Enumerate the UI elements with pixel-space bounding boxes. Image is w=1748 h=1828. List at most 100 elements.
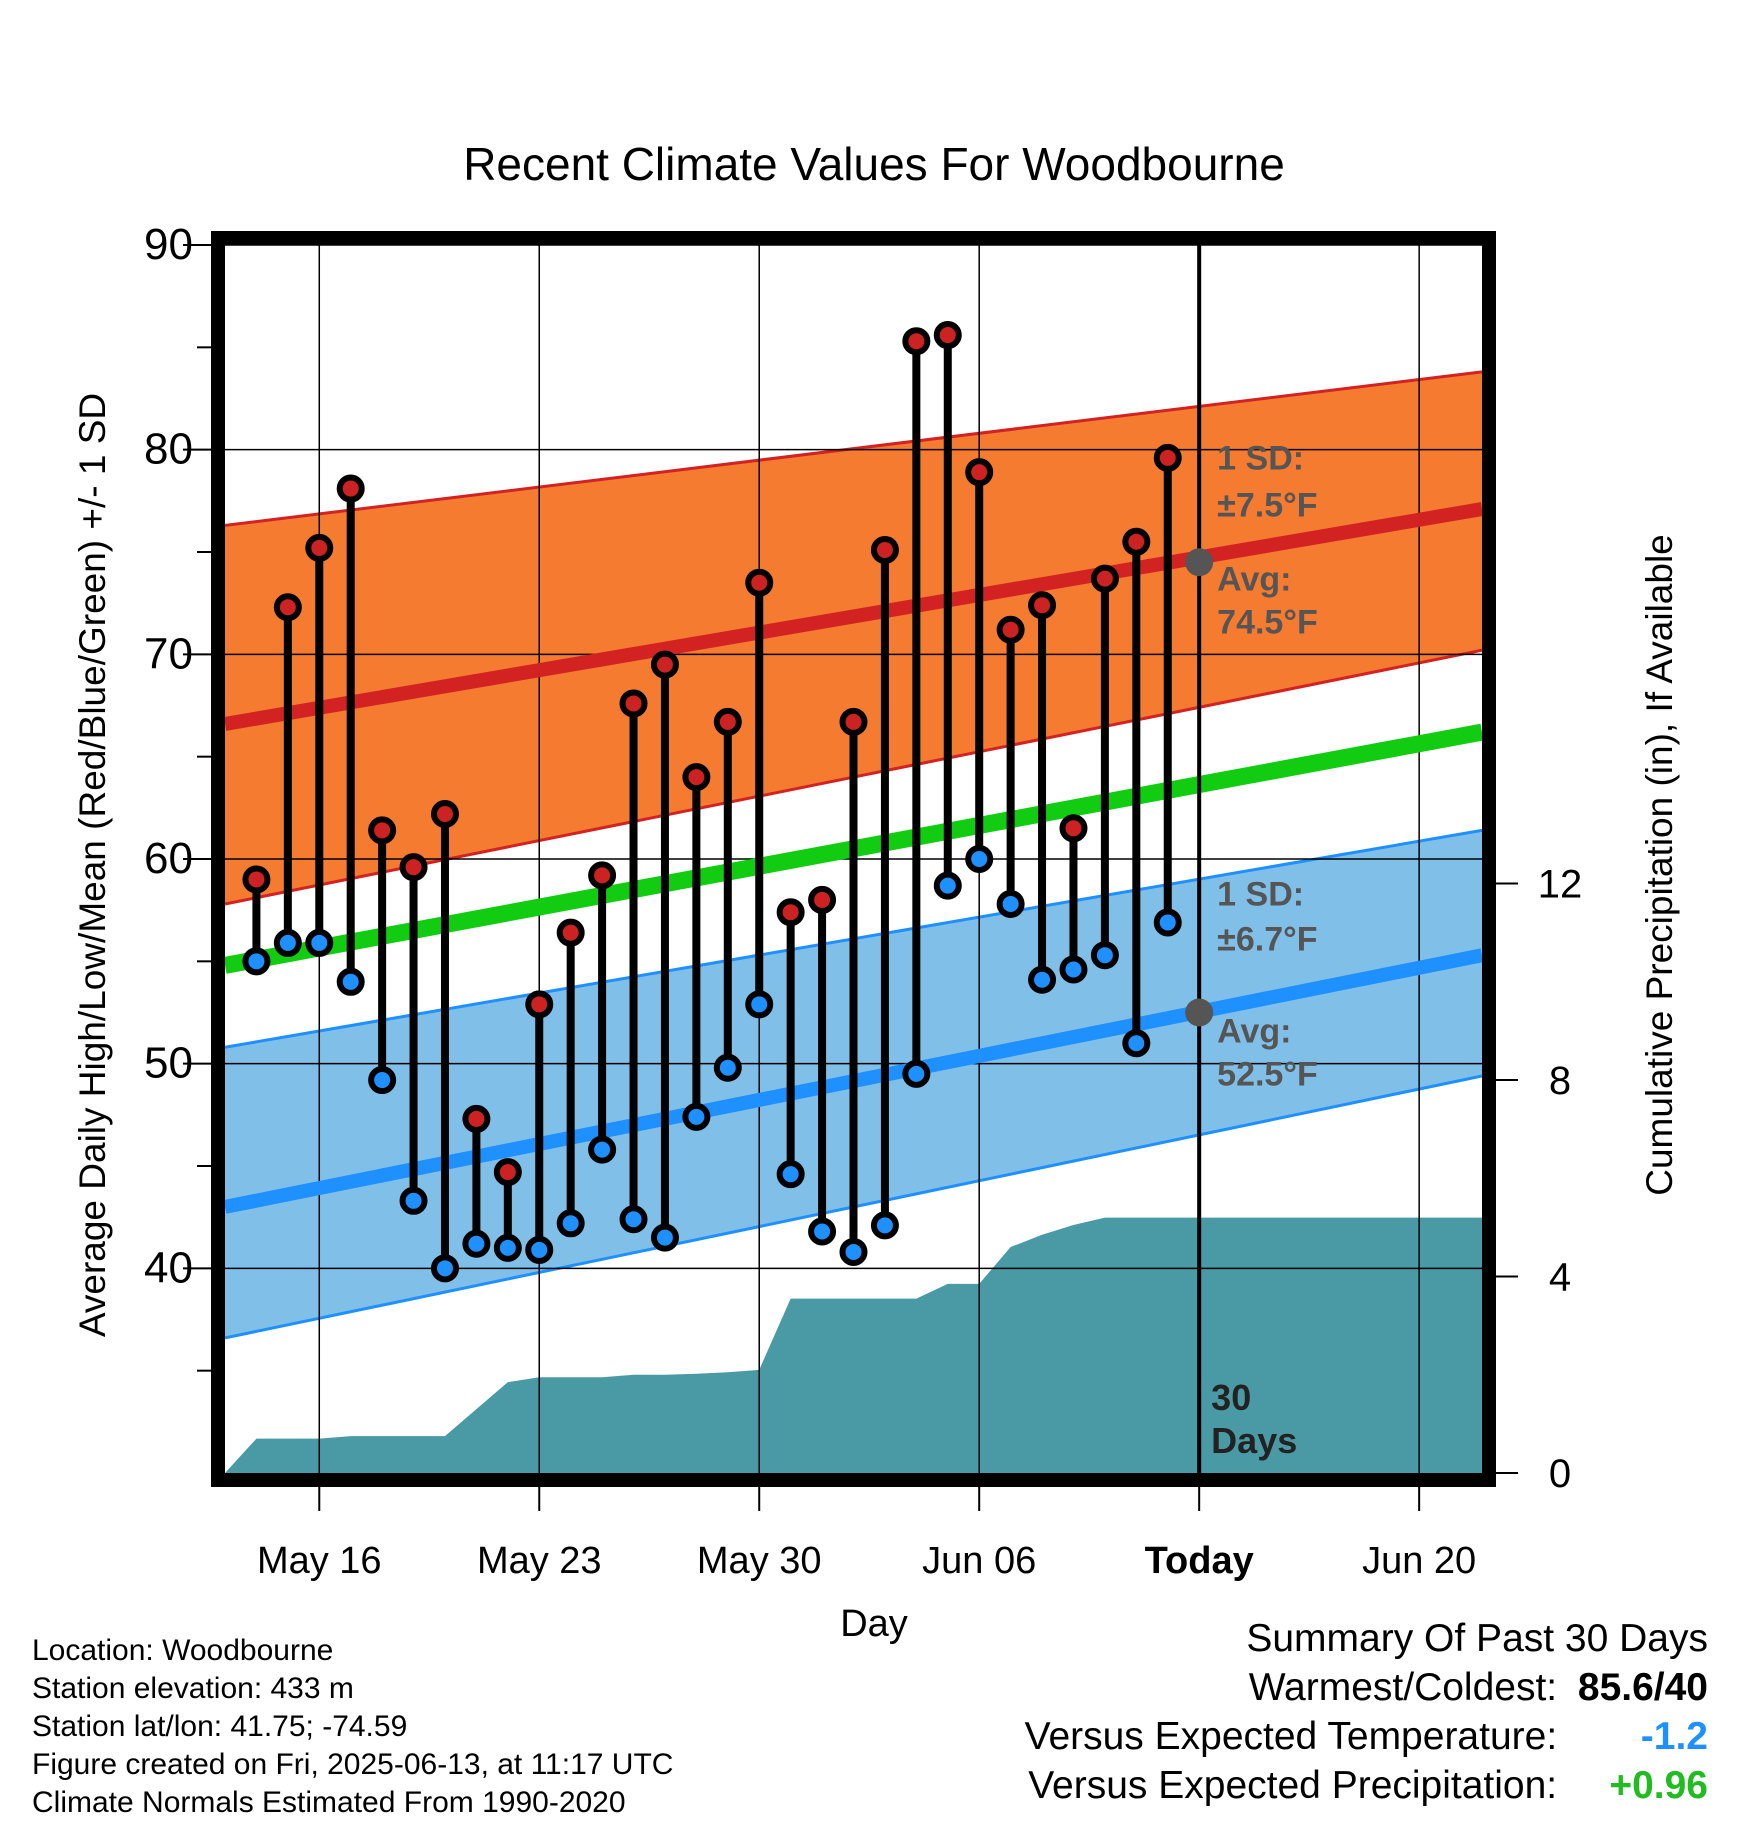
y-tick-label: 80 bbox=[144, 425, 193, 474]
high-sd-label: 1 SD: bbox=[1217, 440, 1304, 478]
axes: 40 50 60 70 80 90 0 4 8 12 May 16 May 23 May 30 Jun 0… bbox=[144, 220, 1582, 1582]
low-point bbox=[933, 871, 962, 900]
y2-tick-label: 8 bbox=[1549, 1059, 1571, 1103]
high-point bbox=[1028, 591, 1057, 620]
low-point bbox=[965, 845, 994, 873]
chart-title: Recent Climate Values For Woodbourne bbox=[463, 138, 1285, 190]
high-point bbox=[965, 458, 994, 487]
plot-area: 1 SD: ±7.5°F Avg: 74.5°F 1 SD: ±6.7°F Avg: 52.5… bbox=[225, 245, 1482, 1473]
high-point bbox=[588, 861, 617, 890]
high-point bbox=[368, 816, 397, 845]
low-point bbox=[493, 1233, 522, 1262]
high-sd-value: ±7.5°F bbox=[1217, 487, 1317, 525]
figure-created: Figure created on Fri, 2025-06-13, at 11… bbox=[32, 1748, 674, 1781]
low-point bbox=[870, 1211, 899, 1240]
low-point bbox=[1028, 965, 1057, 994]
low-point bbox=[1059, 955, 1088, 984]
high-mean-line bbox=[225, 502, 1482, 731]
low-point bbox=[650, 1223, 679, 1252]
low-point bbox=[242, 947, 271, 976]
y2-tick-label: 4 bbox=[1549, 1256, 1571, 1300]
precip-departure-value: +0.96 bbox=[1609, 1764, 1708, 1807]
low-point bbox=[902, 1059, 931, 1088]
y2-axis-label: Cumulative Precipitation (in), If Availa… bbox=[1639, 534, 1680, 1196]
high-point bbox=[305, 533, 334, 562]
low-point bbox=[588, 1135, 617, 1164]
low-point bbox=[776, 1160, 805, 1189]
y-tick-label: 70 bbox=[144, 629, 193, 678]
high-point bbox=[870, 535, 899, 564]
x-tick-label: May 30 bbox=[697, 1540, 822, 1582]
temp-departure-value: -1.2 bbox=[1640, 1715, 1708, 1758]
y2-tick-label: 0 bbox=[1549, 1452, 1571, 1496]
y-tick-label: 60 bbox=[144, 834, 193, 883]
x-tick-label: May 23 bbox=[477, 1540, 602, 1582]
low-sd-label: 1 SD: bbox=[1217, 876, 1304, 914]
low-point bbox=[619, 1205, 648, 1234]
low-point bbox=[713, 1053, 742, 1082]
high-point bbox=[493, 1158, 522, 1187]
temp-departure-label: Versus Expected Temperature: bbox=[1024, 1715, 1558, 1758]
warmest-coldest-value: 85.6/40 bbox=[1577, 1666, 1708, 1709]
summary-panel: Summary Of Past 30 Days Warmest/Coldest:… bbox=[1025, 1614, 1708, 1810]
low-point bbox=[430, 1254, 459, 1283]
high-point bbox=[1090, 564, 1119, 593]
high-point bbox=[776, 898, 805, 927]
high-point bbox=[713, 707, 742, 736]
high-point bbox=[682, 763, 711, 792]
low-point bbox=[368, 1066, 397, 1095]
x-axis-label: Day bbox=[840, 1603, 908, 1645]
low-point bbox=[462, 1229, 491, 1258]
plot-content bbox=[225, 245, 1482, 1473]
precip-departure-label: Versus Expected Precipitation: bbox=[1028, 1764, 1558, 1807]
high-point bbox=[808, 885, 837, 914]
x-tick-label: Today bbox=[1145, 1540, 1254, 1582]
y-tick-label: 90 bbox=[144, 220, 193, 269]
low-point bbox=[399, 1186, 428, 1215]
high-point bbox=[996, 615, 1025, 644]
high-point bbox=[336, 474, 365, 503]
y-tick-label: 50 bbox=[144, 1039, 193, 1088]
summary-title: Summary Of Past 30 Days bbox=[1246, 1617, 1708, 1660]
warmest-coldest-label: Warmest/Coldest: bbox=[1248, 1666, 1558, 1709]
high-point bbox=[745, 568, 774, 597]
normals-period: Climate Normals Estimated From 1990-2020 bbox=[32, 1786, 626, 1819]
high-point bbox=[242, 865, 271, 894]
station-location: Location: Woodbourne bbox=[32, 1634, 334, 1667]
low-avg-value: 52.5°F bbox=[1217, 1056, 1318, 1094]
low-point bbox=[839, 1237, 868, 1266]
high-point bbox=[273, 593, 302, 622]
low-point bbox=[808, 1217, 837, 1246]
high-point bbox=[839, 707, 868, 736]
x-tick-label: May 16 bbox=[257, 1540, 382, 1582]
summary-warmest-coldest: Warmest/Coldest: 85.6/40 bbox=[1025, 1663, 1708, 1712]
high-sd-upper-edge bbox=[225, 370, 1482, 527]
low-point bbox=[525, 1235, 554, 1264]
high-avg-label: Avg: bbox=[1217, 560, 1291, 598]
y-tick-label: 40 bbox=[144, 1243, 193, 1292]
high-point bbox=[556, 918, 585, 947]
x-tick-label: Jun 20 bbox=[1362, 1540, 1476, 1582]
low-point bbox=[1090, 941, 1119, 970]
high-point bbox=[650, 650, 679, 679]
high-point bbox=[399, 853, 428, 882]
x-tick-label: Jun 06 bbox=[922, 1540, 1036, 1582]
station-info: Location: Woodbourne Station elevation: … bbox=[32, 1632, 673, 1822]
station-latlon: Station lat/lon: 41.75; -74.59 bbox=[32, 1710, 408, 1743]
high-point bbox=[462, 1104, 491, 1133]
high-point bbox=[902, 327, 931, 356]
low-point bbox=[745, 990, 774, 1019]
low-point bbox=[1153, 908, 1182, 937]
summary-temperature: Versus Expected Temperature: -1.2 bbox=[1025, 1712, 1708, 1761]
y-axis-label: Average Daily High/Low/Mean (Red/Blue/Gr… bbox=[72, 393, 113, 1337]
low-point bbox=[305, 928, 334, 957]
summary-precipitation: Versus Expected Precipitation: +0.96 bbox=[1025, 1761, 1708, 1810]
y2-tick-label: 12 bbox=[1538, 863, 1583, 907]
plot-frame bbox=[211, 231, 1496, 1487]
low-sd-value: ±6.7°F bbox=[1217, 921, 1317, 959]
station-elevation: Station elevation: 433 m bbox=[32, 1672, 354, 1705]
period-number: 30 bbox=[1211, 1377, 1251, 1418]
high-point bbox=[1122, 527, 1151, 556]
low-point bbox=[273, 928, 302, 957]
